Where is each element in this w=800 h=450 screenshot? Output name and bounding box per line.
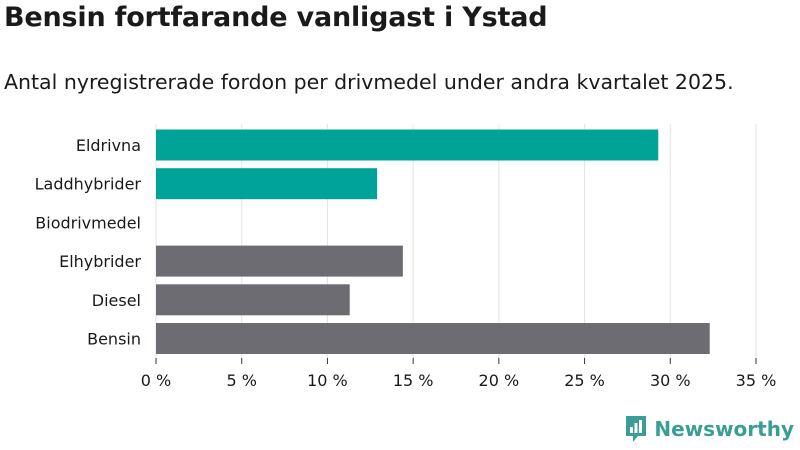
grid-lines [155, 124, 757, 358]
x-tick-label: 25 % [564, 371, 605, 390]
chart-subtitle: Antal nyregistrerade fordon per drivmede… [4, 70, 734, 94]
x-tick-label: 0 % [141, 371, 171, 390]
x-axis-ticks: 0 % 5 % 10 % 15 % 20 % 25 % 30 % 35 % [141, 358, 777, 390]
bars [156, 129, 710, 354]
x-tick-label: 10 % [307, 371, 348, 390]
x-tick-label: 5 % [226, 371, 256, 390]
category-label: Bensin [87, 330, 141, 349]
category-label: Eldrivna [76, 136, 141, 155]
category-labels: Eldrivna Laddhybrider Biodrivmedel Elhybrid… [35, 136, 142, 349]
category-label: Elhybrider [59, 252, 141, 271]
category-label: Biodrivmedel [35, 213, 141, 232]
bar-laddhybrider [156, 168, 378, 200]
bar-eldrivna [156, 129, 659, 161]
x-tick-label: 35 % [736, 371, 777, 390]
brand-name: Newsworthy [654, 417, 794, 441]
x-tick-label: 30 % [650, 371, 691, 390]
bar-diesel [156, 284, 350, 316]
bar-bensin [156, 323, 710, 354]
newsworthy-logo: Newsworthy [624, 414, 794, 444]
chart-title: Bensin fortfarande vanligast i Ystad [4, 2, 548, 33]
x-tick-label: 15 % [393, 371, 434, 390]
bar-elhybrider [156, 245, 403, 277]
newsworthy-logo-icon [626, 416, 647, 442]
category-label: Laddhybrider [35, 175, 142, 194]
x-tick-label: 20 % [479, 371, 520, 390]
category-label: Diesel [92, 291, 141, 310]
